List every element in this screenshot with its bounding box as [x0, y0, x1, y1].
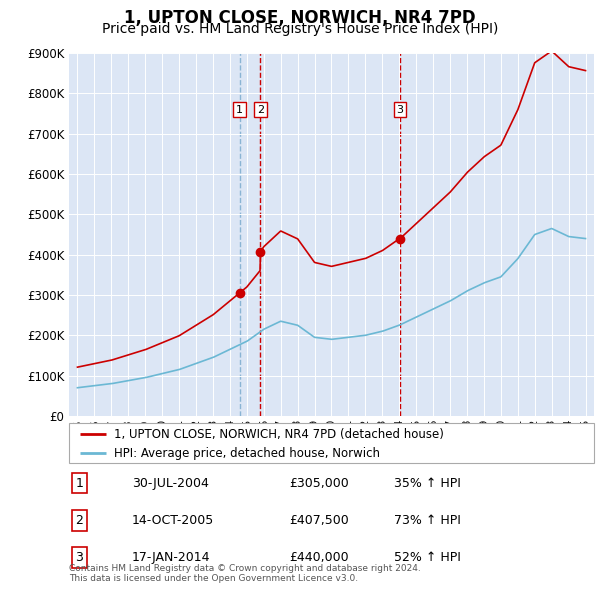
Text: 1, UPTON CLOSE, NORWICH, NR4 7PD: 1, UPTON CLOSE, NORWICH, NR4 7PD	[124, 9, 476, 27]
Text: 17-JAN-2014: 17-JAN-2014	[132, 551, 211, 564]
Text: 73% ↑ HPI: 73% ↑ HPI	[395, 514, 461, 527]
Text: 3: 3	[397, 104, 404, 114]
Text: £440,000: £440,000	[290, 551, 349, 564]
Text: 52% ↑ HPI: 52% ↑ HPI	[395, 551, 461, 564]
Text: Price paid vs. HM Land Registry's House Price Index (HPI): Price paid vs. HM Land Registry's House …	[102, 22, 498, 36]
Text: 14-OCT-2005: 14-OCT-2005	[132, 514, 214, 527]
Text: 30-JUL-2004: 30-JUL-2004	[132, 477, 209, 490]
Text: 3: 3	[76, 551, 83, 564]
Text: 2: 2	[257, 104, 264, 114]
Text: £305,000: £305,000	[290, 477, 349, 490]
Text: 1: 1	[236, 104, 243, 114]
Text: 2: 2	[76, 514, 83, 527]
Text: 35% ↑ HPI: 35% ↑ HPI	[395, 477, 461, 490]
Text: Contains HM Land Registry data © Crown copyright and database right 2024.
This d: Contains HM Land Registry data © Crown c…	[69, 563, 421, 583]
Text: £407,500: £407,500	[290, 514, 349, 527]
Text: HPI: Average price, detached house, Norwich: HPI: Average price, detached house, Norw…	[113, 447, 380, 460]
Text: 1, UPTON CLOSE, NORWICH, NR4 7PD (detached house): 1, UPTON CLOSE, NORWICH, NR4 7PD (detach…	[113, 428, 443, 441]
Text: 1: 1	[76, 477, 83, 490]
